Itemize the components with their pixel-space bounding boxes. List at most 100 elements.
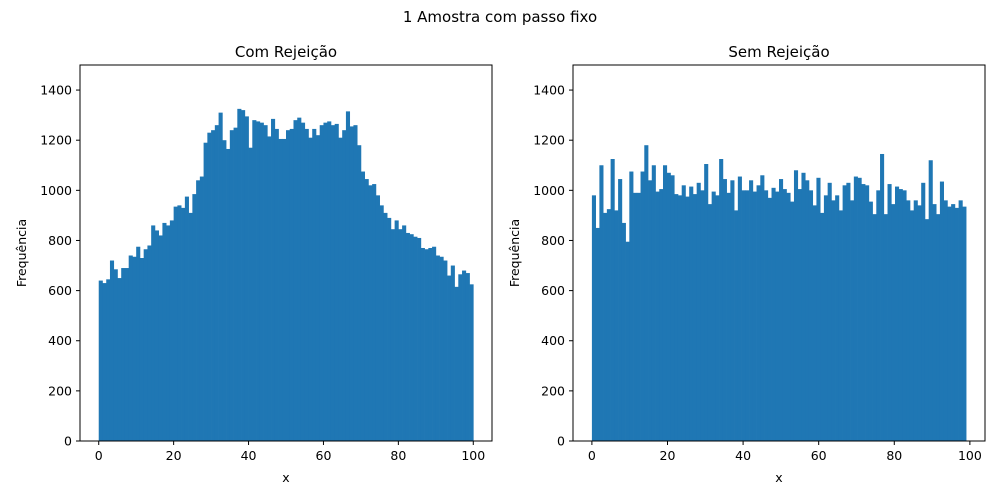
- histogram-bar: [143, 249, 148, 441]
- histogram-bar: [267, 136, 272, 441]
- histogram-bar: [786, 192, 791, 441]
- histogram-bar: [132, 256, 137, 441]
- histogram-bar: [177, 205, 182, 441]
- histogram-bar: [315, 135, 321, 442]
- histogram-bar: [947, 206, 952, 441]
- histogram-bar: [700, 190, 705, 441]
- histogram-bar: [330, 125, 336, 441]
- x-tick-label: 20: [660, 448, 676, 463]
- histogram-bar: [741, 190, 746, 441]
- histogram-bar: [454, 286, 459, 441]
- y-axis-label: Frequência: [507, 219, 522, 287]
- histogram-bar: [458, 274, 463, 441]
- y-tick-label: 600: [48, 283, 72, 298]
- histogram-bar: [846, 182, 851, 441]
- histogram-bar: [360, 171, 366, 442]
- histogram-bar: [117, 278, 122, 441]
- histogram-bar: [808, 190, 814, 441]
- y-tick-label: 1000: [533, 183, 565, 198]
- histogram-bar: [868, 201, 873, 441]
- histogram-bar: [689, 186, 694, 441]
- histogram-bar: [323, 122, 328, 442]
- histogram-bar: [368, 185, 373, 441]
- histogram-bar: [696, 182, 701, 441]
- histogram-bar: [428, 247, 433, 441]
- histogram-bar: [188, 212, 193, 441]
- histogram-bar: [606, 209, 611, 441]
- y-tick-label: 1200: [533, 133, 565, 148]
- histogram-bar: [218, 112, 223, 442]
- histogram-bar: [102, 283, 107, 441]
- histogram-bar: [199, 176, 204, 441]
- histogram-bar: [827, 182, 832, 441]
- histogram-bar: [222, 140, 227, 441]
- histogram-bar: [902, 190, 907, 441]
- histogram-bar: [610, 159, 615, 441]
- x-tick-label: 100: [461, 448, 485, 463]
- histogram-bar: [435, 255, 440, 441]
- x-tick-label: 40: [241, 448, 257, 463]
- histogram-bar: [913, 200, 918, 441]
- histogram-bar: [196, 180, 201, 441]
- histogram-bar: [909, 210, 915, 441]
- y-tick-label: 1200: [40, 133, 72, 148]
- x-tick-label: 0: [95, 448, 103, 463]
- histogram-bar: [158, 235, 163, 441]
- histogram-bar: [98, 280, 103, 441]
- histogram-bar: [749, 180, 754, 441]
- histogram-bar: [730, 180, 735, 441]
- axes-frame: [79, 64, 493, 442]
- histogram-sem-rejeicao: 0 20 40 60 80 1000200400600800100012001400Sem…: [507, 43, 986, 485]
- histogram-bar: [603, 212, 608, 441]
- histogram-bar: [237, 108, 242, 441]
- histogram-bar: [872, 214, 877, 441]
- x-tick-label: 20: [166, 448, 182, 463]
- histogram-bar: [345, 111, 351, 441]
- histogram-bar: [726, 192, 731, 441]
- histogram-bar: [244, 116, 249, 442]
- histogram-bar: [790, 201, 795, 441]
- histogram-bar: [349, 126, 354, 441]
- histogram-bar: [256, 121, 261, 442]
- histogram-bar: [364, 179, 369, 441]
- histogram-bar: [924, 219, 930, 441]
- histogram-bar: [756, 185, 761, 441]
- histogram-bar: [662, 165, 668, 441]
- histogram-bar: [233, 127, 238, 442]
- histogram-bar: [648, 180, 653, 441]
- histogram-bar: [595, 227, 600, 441]
- histogram-bar: [241, 110, 246, 442]
- histogram-bar: [342, 130, 347, 441]
- histogram-bar: [737, 176, 742, 441]
- histogram-bar: [248, 147, 253, 441]
- axes-title: Sem Rejeição: [728, 43, 829, 61]
- histogram-bar: [286, 130, 291, 441]
- histogram-bar: [154, 230, 160, 441]
- histogram-bar: [707, 204, 712, 441]
- histogram-bar: [958, 200, 963, 441]
- histogram-bar: [387, 217, 392, 441]
- histogram-bar: [775, 191, 780, 441]
- y-tick-label: 200: [48, 383, 72, 398]
- histogram-bar: [151, 225, 156, 441]
- histogram-bar: [390, 229, 395, 441]
- x-axis-label: x: [775, 470, 782, 485]
- histogram-bar: [655, 191, 660, 441]
- histogram-bar: [106, 279, 111, 441]
- histogram-bar: [861, 184, 866, 442]
- histogram-bar: [121, 268, 126, 441]
- histogram-bar: [936, 214, 941, 441]
- histogram-bar: [767, 197, 772, 441]
- histogram-bar: [745, 190, 750, 441]
- histogram-bar: [263, 125, 268, 441]
- histogram-bar: [226, 148, 231, 441]
- histogram-bar: [636, 192, 641, 441]
- histogram-bar: [629, 171, 634, 442]
- histogram-bar: [420, 247, 425, 441]
- histogram-bar: [681, 185, 686, 441]
- histogram-bar: [113, 269, 118, 441]
- histogram-bar: [876, 190, 881, 441]
- histogram-bar: [214, 125, 219, 441]
- histogram-bar: [659, 189, 664, 441]
- histogram-bar: [734, 210, 739, 441]
